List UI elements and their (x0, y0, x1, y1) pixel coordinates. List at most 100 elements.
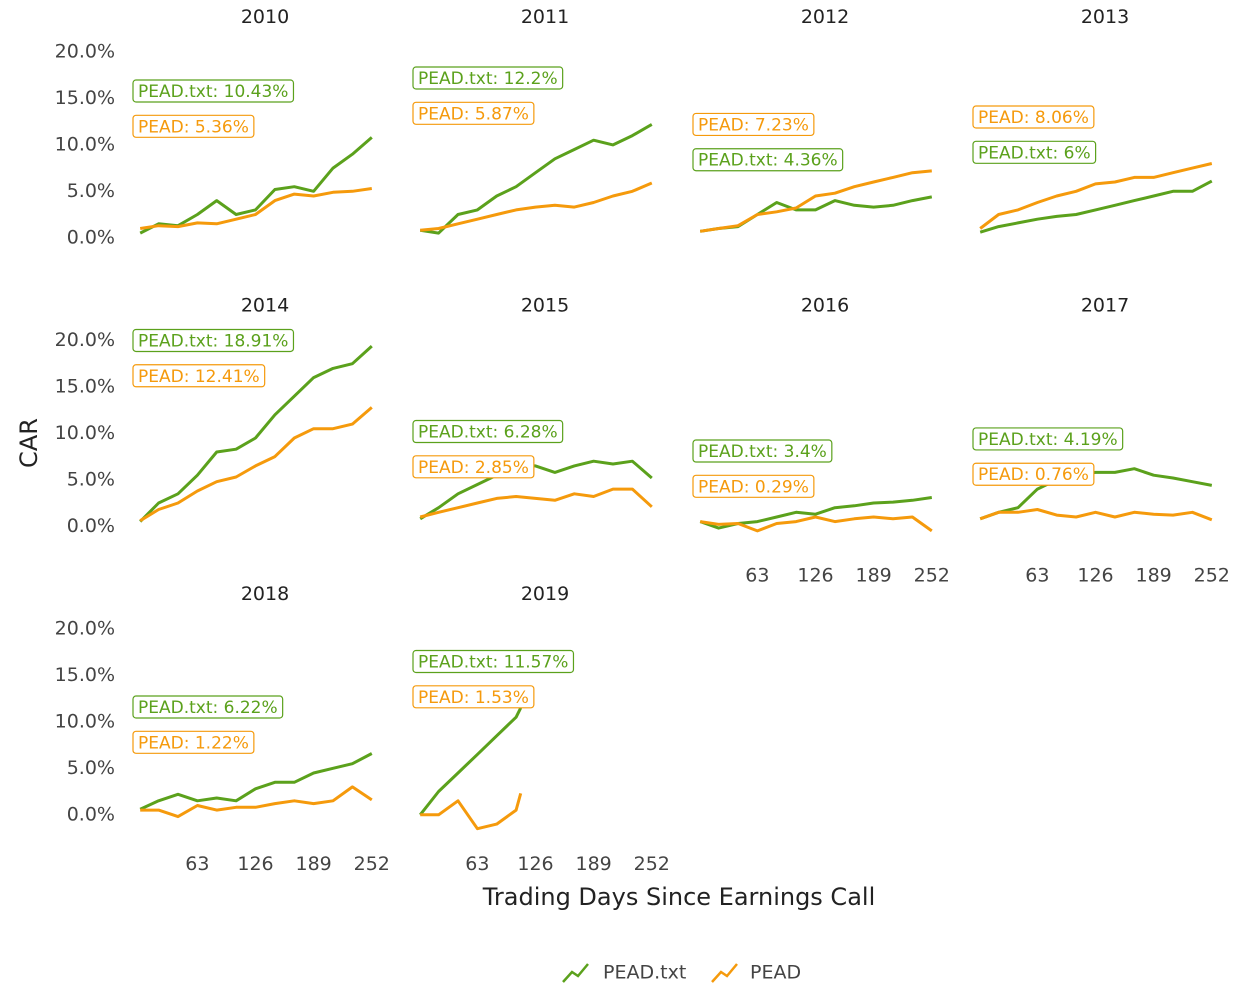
annotation-text: PEAD: 2.85% (418, 458, 529, 478)
series-line (140, 785, 373, 819)
x-tick-label: 63 (465, 853, 489, 875)
facet-title: 2017 (1081, 295, 1129, 317)
series-line (139, 187, 373, 230)
annotation-text: PEAD: 12.41% (138, 367, 260, 387)
x-tick-label: 189 (296, 853, 332, 875)
series-line (420, 793, 523, 831)
annotation: PEAD.txt: 4.36% (692, 148, 844, 172)
series-line (139, 344, 373, 523)
annotation-text: PEAD.txt: 4.19% (978, 430, 1118, 450)
series-line (139, 136, 373, 235)
y-tick-label: 5.0% (67, 468, 115, 490)
y-tick-label: 20.0% (55, 329, 115, 351)
annotation-text: PEAD.txt: 3.4% (698, 442, 827, 462)
y-tick-label: 0.0% (67, 803, 115, 825)
series-line (699, 169, 932, 233)
annotation-text: PEAD.txt: 6.28% (418, 423, 558, 443)
annotation: PEAD: 5.87% (412, 101, 535, 125)
annotation-text: PEAD.txt: 10.43% (138, 82, 288, 102)
y-tick-label: 10.0% (55, 710, 115, 732)
facet-title: 2016 (801, 295, 849, 317)
x-tick-label: 252 (1194, 565, 1230, 587)
x-tick-label: 252 (634, 853, 670, 875)
annotation-box (412, 101, 535, 125)
annotation: PEAD.txt: 6.28% (412, 419, 564, 444)
annotation-box (412, 685, 535, 709)
annotation-box (972, 427, 1124, 451)
annotation: PEAD: 0.29% (692, 474, 815, 498)
annotation: PEAD: 1.22% (132, 730, 255, 754)
annotation: PEAD.txt: 12.2% (412, 66, 564, 90)
y-tick-label: 15.0% (55, 664, 115, 686)
annotation: PEAD: 0.76% (972, 462, 1095, 486)
annotation-box (692, 439, 833, 463)
x-tick-label: 63 (185, 853, 209, 875)
annotation-box (132, 730, 255, 754)
x-tick-label: 189 (856, 565, 892, 587)
legend-label: PEAD.txt (603, 962, 686, 984)
annotation: PEAD.txt: 6% (972, 140, 1097, 164)
facet-title: 2014 (241, 295, 289, 317)
y-tick-label: 10.0% (55, 422, 115, 444)
annotation: PEAD.txt: 4.19% (972, 427, 1124, 451)
legend-label: PEAD (750, 962, 801, 984)
y-tick-label: 15.0% (55, 87, 115, 109)
annotation: PEAD: 12.41% (132, 364, 266, 388)
series-line (979, 508, 1213, 522)
annotation-text: PEAD: 0.76% (978, 465, 1089, 485)
annotation: PEAD: 1.53% (412, 685, 535, 709)
annotation-text: PEAD: 1.22% (138, 733, 249, 753)
facet-title: 2015 (521, 295, 569, 317)
x-tick-label: 126 (1077, 565, 1113, 587)
y-axis-title: CAR (15, 418, 43, 468)
x-tick-label: 126 (237, 853, 273, 875)
x-tick-label: 252 (914, 565, 950, 587)
annotation-text: PEAD.txt: 12.2% (418, 69, 558, 89)
series-line (979, 162, 1213, 230)
x-tick-label: 126 (517, 853, 553, 875)
series-line (139, 406, 373, 522)
series-line (419, 459, 653, 521)
annotation-box (972, 140, 1097, 164)
annotation-text: PEAD: 8.06% (978, 108, 1089, 128)
annotation-text: PEAD.txt: 4.36% (698, 151, 838, 171)
series-line (419, 487, 653, 519)
x-tick-label: 252 (354, 853, 390, 875)
annotation-text: PEAD: 0.29% (698, 477, 809, 497)
annotation: PEAD: 7.23% (692, 112, 815, 137)
y-tick-label: 20.0% (55, 40, 115, 62)
series-line (979, 179, 1213, 234)
facet-title: 2018 (241, 583, 289, 605)
annotation-box (972, 105, 1095, 129)
annotation: PEAD.txt: 3.4% (692, 439, 833, 463)
facet-title: 2010 (241, 6, 289, 28)
annotation-text: PEAD.txt: 6% (978, 143, 1091, 163)
annotation-box (692, 112, 815, 137)
annotation-text: PEAD: 5.87% (418, 104, 529, 124)
annotation-box (412, 419, 564, 444)
y-tick-label: 5.0% (67, 180, 115, 202)
annotation-text: PEAD.txt: 18.91% (138, 331, 288, 351)
series-line (419, 707, 523, 816)
facet-title: 2019 (521, 583, 569, 605)
y-tick-label: 0.0% (67, 226, 115, 248)
annotation: PEAD.txt: 11.57% (412, 649, 575, 674)
facet-title: 2013 (1081, 6, 1129, 28)
series-line (420, 181, 653, 232)
series-line (419, 123, 653, 235)
annotation-box (692, 474, 815, 498)
x-tick-label: 189 (576, 853, 612, 875)
annotation-box (132, 79, 295, 103)
annotation-box (972, 462, 1095, 486)
annotation: PEAD: 5.36% (132, 114, 255, 138)
y-tick-label: 10.0% (55, 133, 115, 155)
series-line (979, 467, 1213, 521)
annotation: PEAD: 8.06% (972, 105, 1095, 129)
annotation-text: PEAD: 5.36% (138, 117, 249, 137)
x-tick-label: 126 (797, 565, 833, 587)
annotation: PEAD.txt: 6.22% (132, 695, 284, 719)
annotation-box (692, 148, 844, 172)
annotation-box (412, 455, 535, 479)
x-tick-label: 63 (745, 565, 769, 587)
